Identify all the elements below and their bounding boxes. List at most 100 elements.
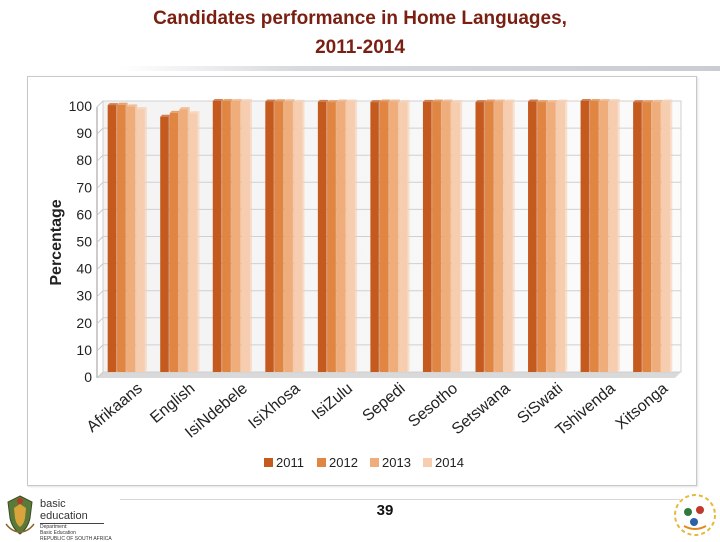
- title-line-2: 2011-2014: [315, 37, 405, 58]
- bar: [633, 102, 642, 373]
- y-tick-label: 10: [76, 342, 92, 358]
- bar: [599, 101, 609, 372]
- bar-top: [442, 99, 453, 102]
- bar-top: [432, 99, 443, 102]
- bar-top: [317, 99, 329, 102]
- bar: [580, 101, 589, 372]
- bar-side: [565, 99, 568, 373]
- coat-of-arms-icon: [5, 495, 35, 535]
- bar: [652, 101, 661, 373]
- bar-top: [241, 99, 252, 101]
- bar-top: [274, 99, 286, 102]
- brand-line-3: REPUBLIC OF SOUTH AFRICA: [40, 536, 112, 542]
- bar-top: [107, 103, 119, 106]
- bar: [504, 101, 513, 373]
- title-line-1: Candidates performance in Home Languages…: [153, 8, 567, 29]
- bar-side: [670, 99, 673, 373]
- bar-top: [222, 99, 233, 101]
- x-tick-label: Xitsonga: [613, 380, 672, 433]
- bar-side: [144, 107, 147, 372]
- bar-top: [337, 99, 348, 102]
- bar-side: [460, 100, 463, 373]
- bar: [528, 101, 537, 373]
- bar-top: [451, 100, 463, 103]
- bar-top: [136, 107, 147, 110]
- bar-top: [231, 99, 243, 101]
- y-tick-label: 20: [76, 315, 92, 331]
- bar-top: [160, 114, 171, 117]
- brand-line-2: Basic Education: [40, 530, 76, 536]
- y-tick-label: 90: [76, 125, 92, 141]
- bar: [117, 104, 126, 372]
- gridline-wall: [96, 344, 104, 352]
- y-tick-label: 60: [76, 206, 92, 222]
- footer-divider: [120, 499, 680, 500]
- y-tick-label: 50: [76, 234, 92, 250]
- bar: [222, 101, 231, 372]
- bar: [136, 109, 145, 372]
- bar-top: [179, 107, 190, 110]
- bar: [160, 116, 169, 372]
- bar-top: [169, 110, 181, 113]
- bar: [189, 113, 198, 372]
- x-tick-label: Setswana: [449, 380, 514, 438]
- bar: [389, 101, 398, 373]
- bar-top: [117, 102, 128, 105]
- bar: [475, 102, 484, 373]
- gridline-wall: [96, 154, 104, 162]
- bar-top: [661, 99, 673, 102]
- bar-top: [380, 99, 391, 102]
- y-tick-label: 0: [84, 369, 92, 385]
- bar: [494, 101, 504, 373]
- x-tick-label: IsiZulu: [309, 380, 356, 423]
- gridline-wall: [96, 317, 104, 325]
- gridline-wall: [96, 181, 104, 189]
- bar-top: [485, 99, 496, 102]
- y-tick-label: 30: [76, 288, 92, 304]
- bar: [284, 101, 293, 372]
- page-number: 39: [376, 502, 394, 519]
- bar: [485, 101, 494, 373]
- legend-label: 2012: [329, 455, 358, 470]
- bar-top: [294, 99, 305, 102]
- bar-top: [327, 100, 338, 103]
- bar-top: [537, 100, 549, 103]
- legend-swatch: [264, 458, 273, 467]
- bar-top: [642, 100, 654, 103]
- bar-side: [512, 99, 515, 373]
- header-divider: [120, 66, 720, 71]
- bar-top: [547, 100, 558, 103]
- plot-floor: [97, 372, 681, 378]
- chart-frame: 0 10 20 30 40 50 60 70 80 90 100 Percentage Afrikaan…: [27, 76, 697, 486]
- bar-top: [212, 99, 224, 101]
- bar: [294, 101, 303, 373]
- legend-swatch: [423, 458, 432, 467]
- y-tick-label: 40: [76, 261, 92, 277]
- x-tick-label: English: [147, 380, 198, 427]
- bar-chart: 0 10 20 30 40 50 60 70 80 90 100 Percentage Afrikaan…: [48, 98, 682, 470]
- legend-label: 2011: [276, 455, 304, 470]
- legend-label: 2013: [382, 455, 411, 470]
- bar-top: [399, 100, 410, 103]
- bar-top: [475, 100, 486, 103]
- bar: [422, 101, 432, 373]
- bar-side: [355, 99, 358, 373]
- bar: [399, 102, 408, 373]
- legend-swatch: [317, 458, 326, 467]
- brand-line-1: Department:: [40, 524, 68, 530]
- bar-top: [422, 99, 434, 102]
- y-axis-label: Percentage: [48, 199, 65, 285]
- page-title: Candidates performance in Home Languages…: [0, 4, 720, 62]
- bar: [451, 102, 461, 373]
- bar: [231, 101, 241, 372]
- brand-name: basic education: [40, 498, 104, 524]
- bar-top: [284, 99, 295, 102]
- bar-top: [265, 99, 276, 102]
- bar-top: [609, 99, 620, 101]
- bar-top: [580, 99, 591, 101]
- bar-top: [370, 100, 381, 103]
- bar: [609, 101, 618, 372]
- gridline-wall: [96, 100, 104, 108]
- bar-top: [652, 99, 663, 102]
- gridline-wall: [96, 371, 104, 379]
